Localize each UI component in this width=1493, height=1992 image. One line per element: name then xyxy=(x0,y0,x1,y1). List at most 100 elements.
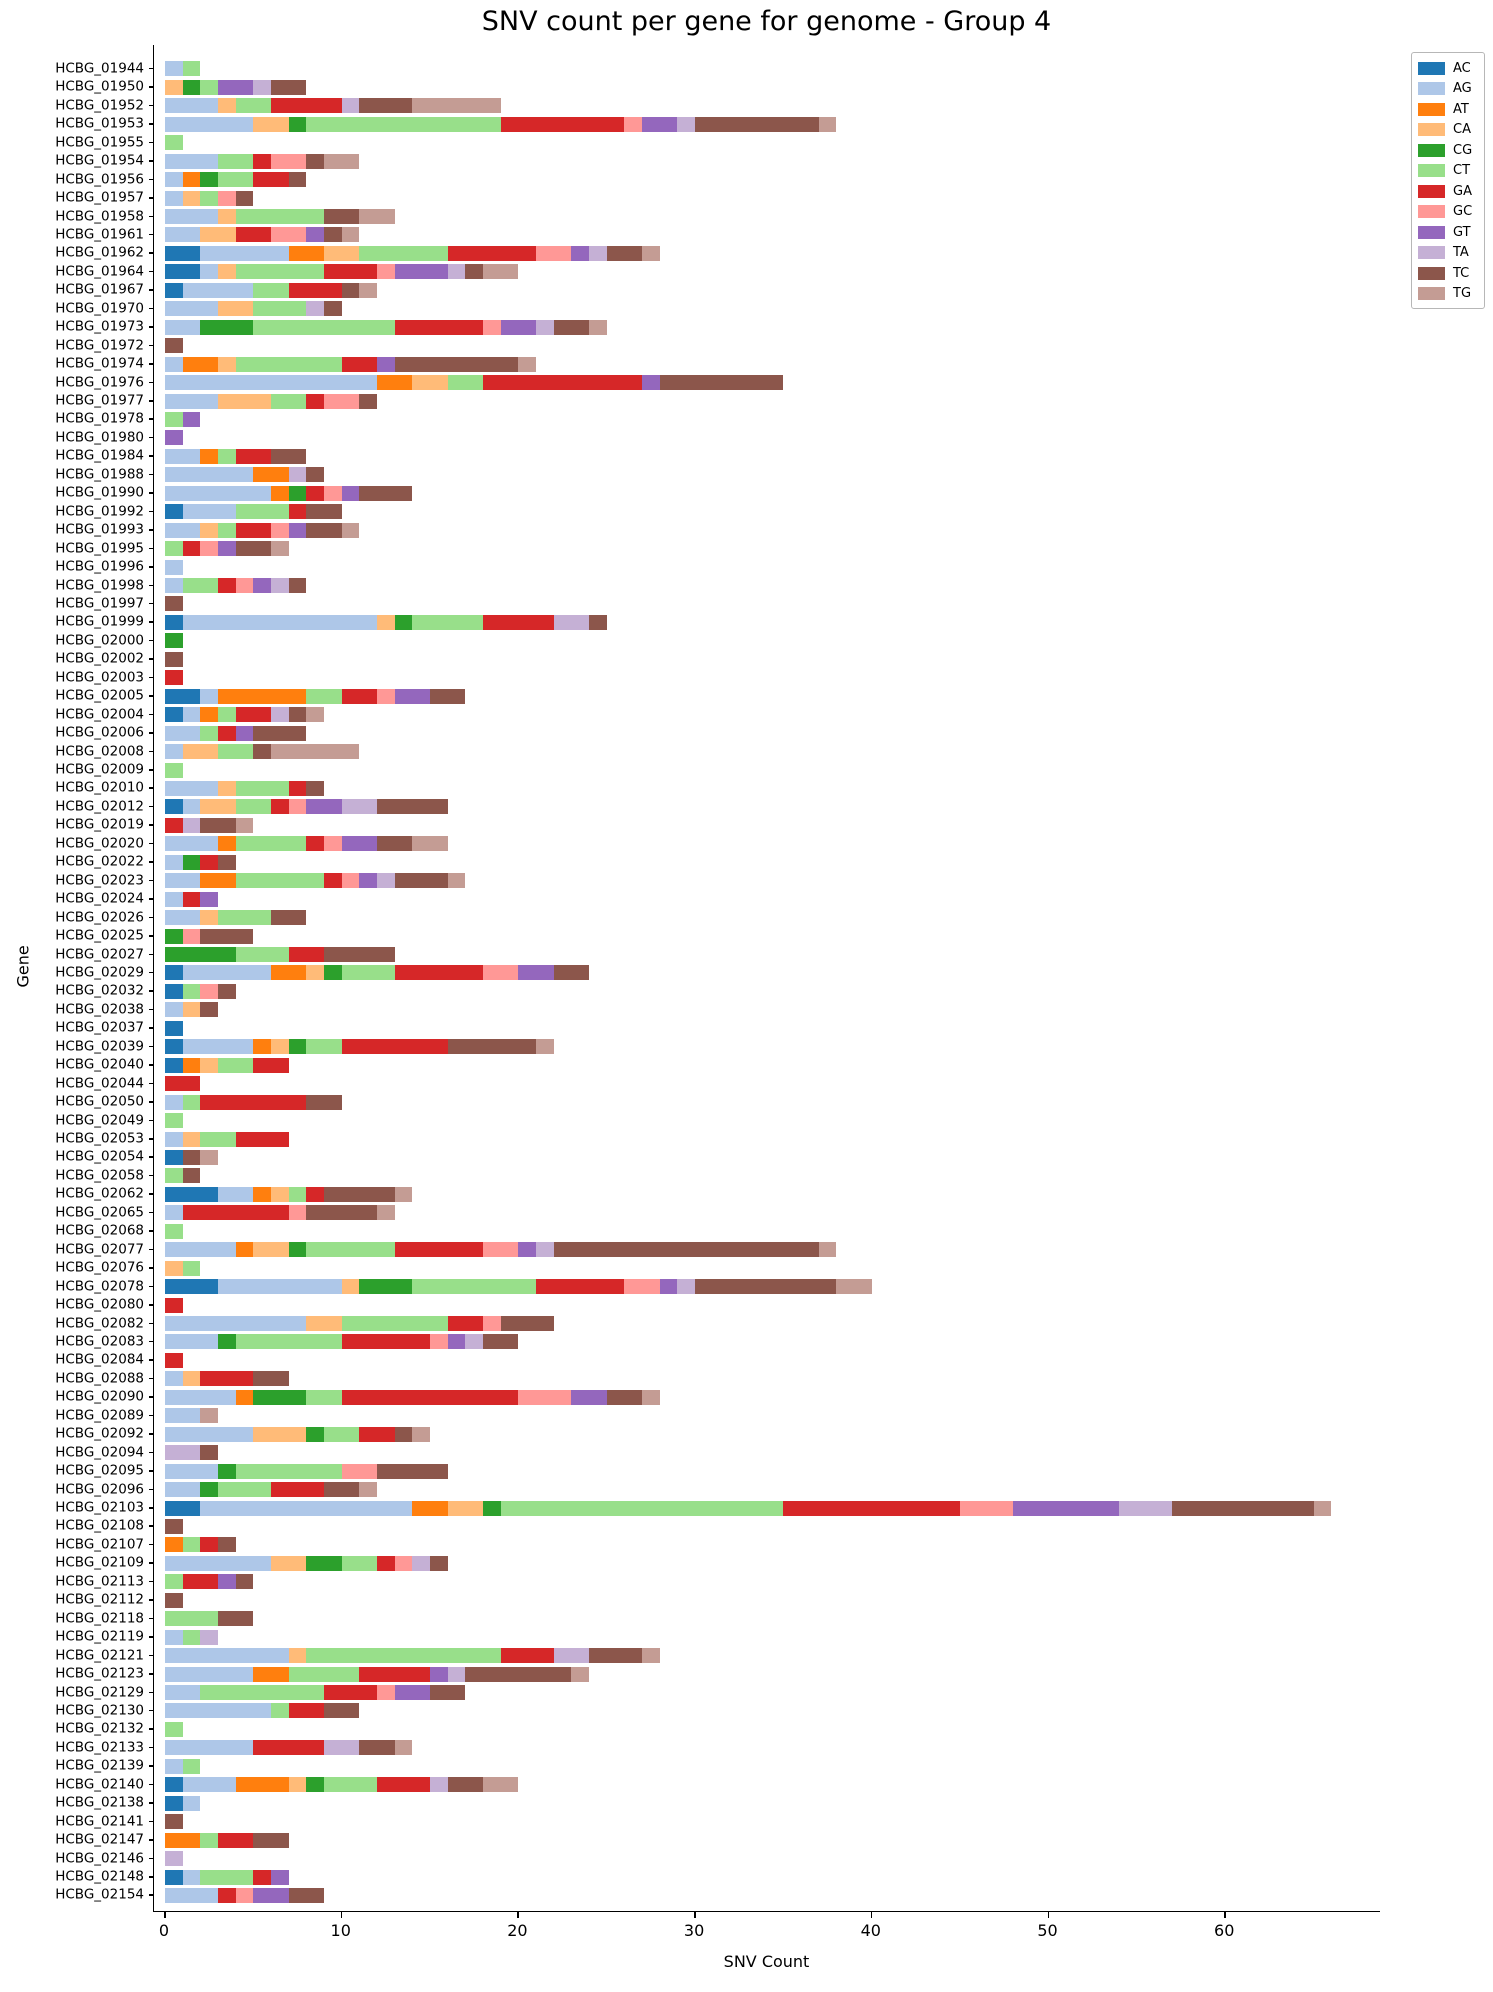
bar-segment-ct xyxy=(182,983,201,999)
bar-segment-ta xyxy=(677,1279,696,1295)
gene-label: HCBG_02005 xyxy=(55,687,144,704)
bar-segment-ga xyxy=(218,1832,254,1848)
bar-row: HCBG_01998 xyxy=(55,576,1380,595)
bar-segment-tc xyxy=(465,1666,572,1682)
bar-segment-gc xyxy=(377,264,395,280)
bar-row: HCBG_01977 xyxy=(55,392,1380,411)
x-tick xyxy=(1047,1912,1049,1918)
bar-segment-tc xyxy=(165,1592,183,1608)
bar-row: HCBG_02076 xyxy=(55,1259,1380,1278)
bar-row: HCBG_02121 xyxy=(55,1646,1380,1665)
legend-swatch-gt xyxy=(1418,225,1445,239)
bar-segment-ct xyxy=(235,98,271,114)
bar-segment-ga xyxy=(483,375,643,391)
bar-segment-ct xyxy=(200,1832,218,1848)
y-tick xyxy=(149,1027,154,1029)
bar-segment-ac xyxy=(165,1795,183,1811)
gene-label: HCBG_02025 xyxy=(55,927,144,944)
bar-row: HCBG_02027 xyxy=(55,945,1380,964)
bar-segment-ct xyxy=(200,725,218,741)
bar-segment-tc xyxy=(235,1574,254,1590)
gene-label: HCBG_02058 xyxy=(55,1167,144,1184)
bar-segment-ga xyxy=(306,1186,325,1202)
bar-segment-tc xyxy=(306,522,342,538)
legend-swatch-gc xyxy=(1418,205,1445,219)
y-tick xyxy=(149,861,154,863)
bar-row: HCBG_01996 xyxy=(55,558,1380,577)
x-tick xyxy=(870,1912,873,1918)
legend-label: TG xyxy=(1453,286,1472,302)
gene-label: HCBG_01996 xyxy=(55,558,144,575)
bar-segment-tc xyxy=(271,448,307,464)
gene-label: HCBG_02000 xyxy=(55,632,144,649)
bar-segment-ct xyxy=(306,1242,395,1258)
bar-segment-tc xyxy=(306,153,325,169)
y-tick xyxy=(149,104,154,107)
bar-segment-ag xyxy=(182,799,201,815)
bar-segment-ac xyxy=(165,707,183,723)
bar-segment-tc xyxy=(430,1685,466,1700)
legend-label: AC xyxy=(1453,60,1471,76)
y-tick xyxy=(149,1783,154,1786)
bar-row: HCBG_01952 xyxy=(55,96,1380,115)
bar-row: HCBG_01950 xyxy=(55,78,1380,97)
gene-label: HCBG_02026 xyxy=(55,908,144,925)
legend-item: GT xyxy=(1418,222,1478,243)
bar-row: HCBG_02089 xyxy=(55,1406,1380,1425)
bar-segment-ga xyxy=(218,1887,236,1903)
legend-swatch-ac xyxy=(1418,61,1445,75)
bar-segment-ct xyxy=(182,1094,201,1110)
bar-segment-ct xyxy=(235,1334,342,1350)
bar-row: HCBG_02082 xyxy=(55,1314,1380,1333)
bar-row: HCBG_02133 xyxy=(55,1738,1380,1757)
bar-segment-tg xyxy=(483,264,519,280)
bar-segment-tc xyxy=(359,393,378,409)
bar-row: HCBG_02065 xyxy=(55,1203,1380,1222)
gene-label: HCBG_01974 xyxy=(55,355,144,372)
bar-segment-tg xyxy=(359,1482,378,1498)
bar-segment-ca xyxy=(200,522,218,538)
bar-segment-gc xyxy=(341,873,360,889)
bar-segment-ag xyxy=(165,873,201,889)
bar-row: HCBG_02023 xyxy=(55,871,1380,890)
bar-segment-ca xyxy=(165,79,183,95)
gene-label: HCBG_02010 xyxy=(55,779,144,796)
bar-segment-at xyxy=(182,356,218,372)
bar-segment-ca xyxy=(447,1500,484,1516)
bar-segment-ct xyxy=(235,504,289,520)
bar-segment-at xyxy=(253,467,289,483)
bar-segment-ga xyxy=(200,1094,307,1110)
gene-label: HCBG_01973 xyxy=(55,318,144,335)
gene-label: HCBG_01967 xyxy=(55,281,144,298)
bar-segment-tc xyxy=(1172,1500,1314,1516)
y-tick xyxy=(149,547,154,550)
bar-row: HCBG_02083 xyxy=(55,1332,1380,1351)
gene-label: HCBG_02077 xyxy=(55,1240,144,1257)
bar-segment-ag xyxy=(165,854,183,870)
bar-segment-tc xyxy=(182,1168,201,1184)
gene-label: HCBG_02039 xyxy=(55,1038,144,1054)
bar-segment-ag xyxy=(165,1666,254,1682)
y-tick xyxy=(149,326,154,328)
bar-segment-tg xyxy=(359,209,395,224)
bar-segment-cg xyxy=(483,1500,501,1516)
bar-segment-ca xyxy=(218,393,271,409)
y-tick xyxy=(149,1359,154,1361)
bar-row: HCBG_02108 xyxy=(55,1517,1380,1536)
bar-row: HCBG_02129 xyxy=(55,1683,1380,1702)
bar-segment-ct xyxy=(271,393,307,409)
bar-segment-gt xyxy=(447,1334,466,1350)
bar-segment-ct xyxy=(235,836,307,852)
bar-segment-gc xyxy=(483,965,519,981)
bar-segment-tc xyxy=(218,1611,254,1627)
bar-segment-gc xyxy=(324,393,360,409)
bar-row: HCBG_02147 xyxy=(55,1831,1380,1850)
y-tick xyxy=(149,1543,154,1546)
bar-segment-ct xyxy=(341,1316,448,1331)
bar-segment-ct xyxy=(235,264,325,280)
bar-segment-tc xyxy=(182,1149,201,1165)
legend-swatch-at xyxy=(1418,102,1445,116)
bar-row: HCBG_01999 xyxy=(55,613,1380,632)
bar-segment-ca xyxy=(271,1039,289,1055)
bar-segment-ta xyxy=(447,264,466,280)
